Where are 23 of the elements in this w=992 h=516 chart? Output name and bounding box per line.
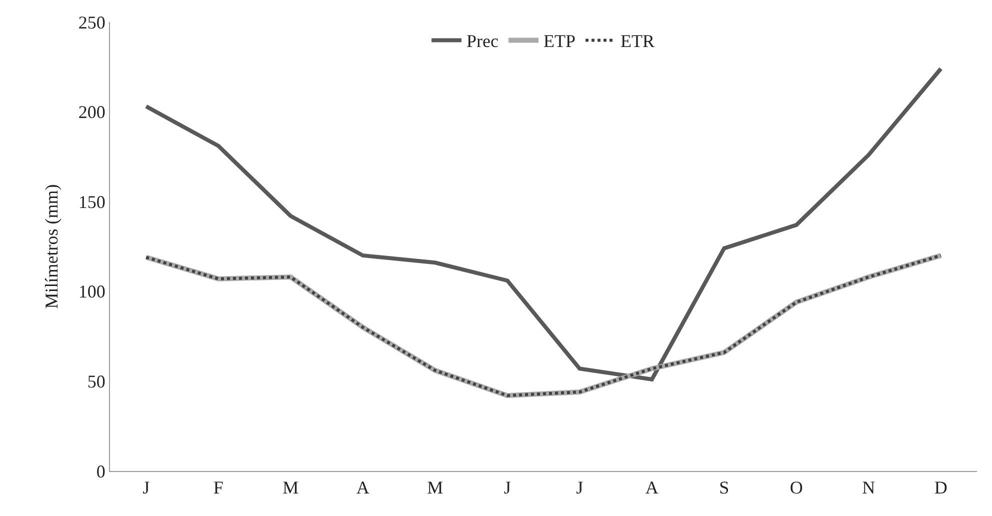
x-tick-label: O xyxy=(790,478,803,498)
y-axis-title: Milímetros (mm) xyxy=(42,184,62,309)
y-tick-label: 100 xyxy=(78,282,106,302)
y-tick-label: 50 xyxy=(87,372,106,392)
y-tick-label: 200 xyxy=(78,102,106,122)
line-series xyxy=(144,66,943,382)
x-tick-label: N xyxy=(862,478,876,498)
x-tick-label: M xyxy=(427,478,444,498)
x-tick-label: M xyxy=(282,478,299,498)
legend-label: ETR xyxy=(620,31,655,52)
x-tick-label: F xyxy=(213,478,224,498)
y-tick-label: 150 xyxy=(78,192,106,212)
x-tick-label: D xyxy=(934,478,948,498)
y-tick-label: 250 xyxy=(78,12,106,32)
x-tick-label: J xyxy=(504,478,511,498)
x-tick-label: J xyxy=(576,478,584,498)
y-tick-label: 0 xyxy=(96,461,106,482)
x-tick-label: J xyxy=(142,478,150,498)
x-tick-label: A xyxy=(356,478,370,498)
x-tick-label: S xyxy=(719,478,730,498)
x-tick-label: A xyxy=(645,478,658,498)
legend-label: Prec xyxy=(466,31,498,52)
legend-label: ETP xyxy=(543,31,576,52)
